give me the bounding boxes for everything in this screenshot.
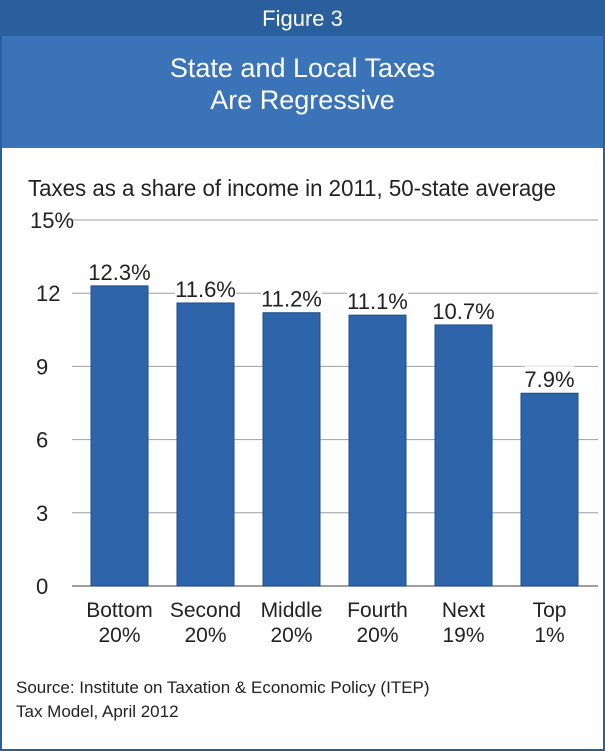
category-label: Bottom bbox=[86, 599, 153, 622]
value-labels: 12.3% 11.6% 11.2% 11.1% 10.7% 7.9% bbox=[88, 258, 575, 392]
source-line-2: Tax Model, April 2012 bbox=[16, 702, 179, 721]
value-label-bg bbox=[175, 275, 236, 300]
category-label: Middle bbox=[261, 599, 323, 622]
source-note: Source: Institute on Taxation & Economic… bbox=[16, 676, 596, 724]
category-label: Next bbox=[442, 599, 485, 622]
category-label: 1% bbox=[534, 624, 564, 647]
category-labels: Bottom20%Second20%Middle20%Fourth20%Next… bbox=[86, 599, 566, 647]
bar-next-19- bbox=[434, 324, 493, 587]
bar-bottom-20- bbox=[90, 285, 149, 587]
title-line-1: State and Local Taxes bbox=[169, 53, 436, 83]
y-tick-label-9: 9 bbox=[36, 354, 48, 379]
y-tick-label-6: 6 bbox=[36, 428, 48, 453]
gridlines bbox=[72, 219, 598, 587]
category-label: Second bbox=[170, 599, 241, 622]
value-label: 11.1% bbox=[347, 289, 408, 314]
bar-chart: Taxes as a share of income in 2011, 50-s… bbox=[28, 175, 598, 647]
y-tick-label-3: 3 bbox=[36, 501, 48, 526]
title-line-2: Are Regressive bbox=[210, 85, 395, 115]
value-label: 10.7% bbox=[432, 299, 494, 324]
y-tick-label-0: 0 bbox=[36, 574, 48, 599]
source-line-1: Source: Institute on Taxation & Economic… bbox=[16, 678, 430, 697]
value-label-bg bbox=[89, 258, 150, 283]
category-label: 20% bbox=[184, 624, 226, 647]
category-label: 19% bbox=[442, 624, 484, 647]
value-label-bg bbox=[261, 285, 322, 310]
bars bbox=[90, 285, 579, 587]
category-label: 20% bbox=[356, 624, 398, 647]
category-label: Fourth bbox=[347, 599, 408, 622]
value-label: 11.6% bbox=[175, 277, 236, 302]
y-axis-ticks: 0 3 6 9 12 15% bbox=[30, 208, 74, 599]
value-label-bg bbox=[524, 366, 575, 391]
y-tick-label-15: 15% bbox=[30, 208, 74, 233]
value-label: 11.2% bbox=[261, 287, 322, 312]
category-label: 20% bbox=[98, 624, 140, 647]
y-tick-label-12: 12 bbox=[36, 281, 60, 306]
figure-number: Figure 3 bbox=[2, 2, 603, 36]
bar-top-1- bbox=[520, 392, 579, 587]
figure-title: State and Local Taxes Are Regressive bbox=[2, 36, 603, 148]
value-label-bg bbox=[433, 297, 494, 322]
value-label: 12.3% bbox=[88, 260, 150, 285]
category-label: 20% bbox=[270, 624, 312, 647]
value-label: 7.9% bbox=[524, 367, 574, 392]
bar-middle-20- bbox=[262, 312, 321, 587]
bar-fourth-20- bbox=[348, 314, 407, 587]
category-label: Top bbox=[533, 599, 567, 622]
chart-title: Taxes as a share of income in 2011, 50-s… bbox=[28, 175, 556, 201]
value-label-bg bbox=[347, 288, 408, 313]
bar-second-20- bbox=[176, 302, 235, 587]
